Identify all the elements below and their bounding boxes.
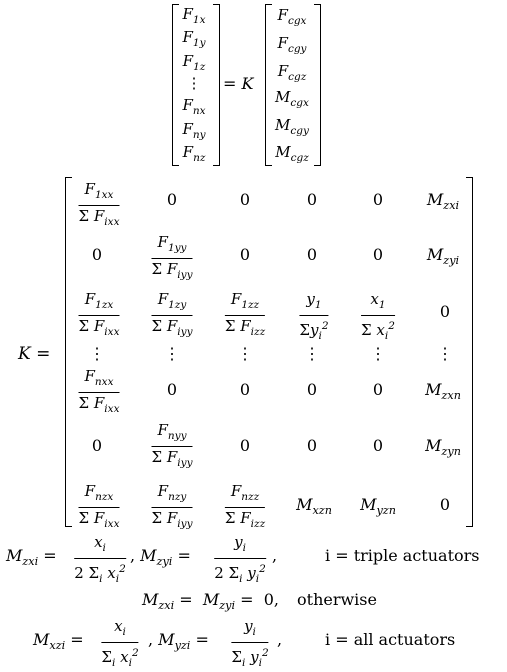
matrix-cell: 0 (239, 190, 251, 209)
matrix-cell: F1yy Σ Fiyy (151, 233, 193, 281)
vector-entry: Fcgx (277, 6, 307, 27)
mxzi-lhs: Mxzi = (33, 630, 84, 653)
k-equals-label: K = (18, 344, 51, 364)
matrix-cell: 0 (166, 380, 178, 399)
vector-entry: Fnz (182, 143, 206, 164)
myzi-fraction: yi Σi yi2 (231, 617, 269, 669)
matrix-cell: 0 (239, 245, 251, 264)
matrix-cell: F1zy Σ Fiyy (151, 290, 193, 338)
vector-entry: F1x (182, 5, 206, 26)
matrix-cell: 0 (91, 436, 103, 455)
matrix-cell: Mzyn (425, 436, 461, 459)
comma: , (277, 630, 283, 649)
matrix-cell: 0 (372, 245, 384, 264)
myzi-lhs: , Myzi = (148, 630, 209, 653)
matrix-cell: 0 (306, 190, 318, 209)
vector-entry: Fnx (182, 96, 206, 117)
matrix-cell: 0 (239, 380, 251, 399)
matrix-cell: ⋮ (89, 344, 105, 363)
matrix-cell: 0 (439, 495, 451, 514)
vector-entry: Fcgz (277, 62, 307, 83)
vector-entry: Mcgz (275, 143, 309, 164)
matrix-cell: 0 (166, 190, 178, 209)
left-bracket (172, 4, 179, 166)
matrix-right-bracket (466, 177, 473, 527)
mzxi-lhs: Mzxi = (6, 546, 57, 569)
vector-entry: ⋮ (186, 74, 202, 92)
matrix-cell: ⋮ (237, 344, 253, 363)
matrix-cell: Mzyi (426, 245, 460, 268)
matrix-cell: Myzn (360, 495, 396, 518)
mzyi-lhs: , Mzyi = (130, 546, 191, 569)
matrix-left-bracket (65, 177, 72, 527)
matrix-cell: 0 (372, 436, 384, 455)
matrix-cell: 0 (306, 245, 318, 264)
matrix-cell: 0 (306, 380, 318, 399)
matrix-cell: 0 (91, 245, 103, 264)
matrix-cell: Fnyy Σ Fiyy (151, 421, 193, 469)
right-bracket (213, 4, 220, 166)
matrix-cell: ⋮ (370, 344, 386, 363)
vector-entry: Fcgy (277, 34, 307, 55)
vector-entry: Mcgx (275, 88, 309, 109)
equals-k: = K (223, 74, 254, 93)
mzyi-fraction: yi 2 Σi yi2 (214, 533, 266, 585)
all-actuators-condition: i = all actuators (325, 630, 456, 649)
matrix-cell: 0 (439, 302, 451, 321)
matrix-cell: F1zx Σ Fixx (78, 290, 120, 338)
matrix-cell: ⋮ (304, 344, 320, 363)
matrix-cell: ⋮ (437, 344, 453, 363)
comma: , (272, 546, 278, 565)
vector-entry: F1y (182, 28, 206, 49)
vector-entry: Fny (182, 120, 206, 141)
matrix-cell: Fnxx Σ Fixx (78, 367, 120, 415)
matrix-cell: 0 (372, 380, 384, 399)
matrix-cell: Fnzz Σ Fizz (224, 482, 266, 530)
matrix-cell: Mzxn (425, 380, 461, 403)
mxzi-fraction: xi Σi xi2 (101, 617, 139, 669)
matrix-cell: F1zz Σ Fizz (224, 290, 266, 338)
matrix-cell: F1xx Σ Fixx (78, 180, 120, 228)
matrix-cell: Mzxi (426, 190, 460, 213)
right-bracket (314, 4, 321, 166)
matrix-cell: x1 Σ xi2 (361, 290, 395, 342)
otherwise-label: otherwise (297, 590, 377, 609)
vector-entry: Mcgy (275, 116, 309, 137)
mzxi-fraction: xi 2 Σi xi2 (74, 533, 126, 585)
matrix-cell: 0 (239, 436, 251, 455)
matrix-cell: 0 (306, 436, 318, 455)
matrix-cell: ⋮ (164, 344, 180, 363)
matrix-cell: 0 (372, 190, 384, 209)
otherwise-equation: Mzxi = Mzyi = 0, (142, 590, 279, 613)
left-bracket (265, 4, 272, 166)
vector-entry: F1z (182, 52, 206, 73)
matrix-cell: y1 Σyi2 (299, 290, 329, 342)
matrix-cell: Fnzx Σ Fixx (78, 482, 120, 530)
matrix-cell: Mxzn (296, 495, 332, 518)
triple-actuators-condition: i = triple actuators (325, 546, 480, 565)
matrix-cell: Fnzy Σ Fiyy (151, 482, 193, 530)
